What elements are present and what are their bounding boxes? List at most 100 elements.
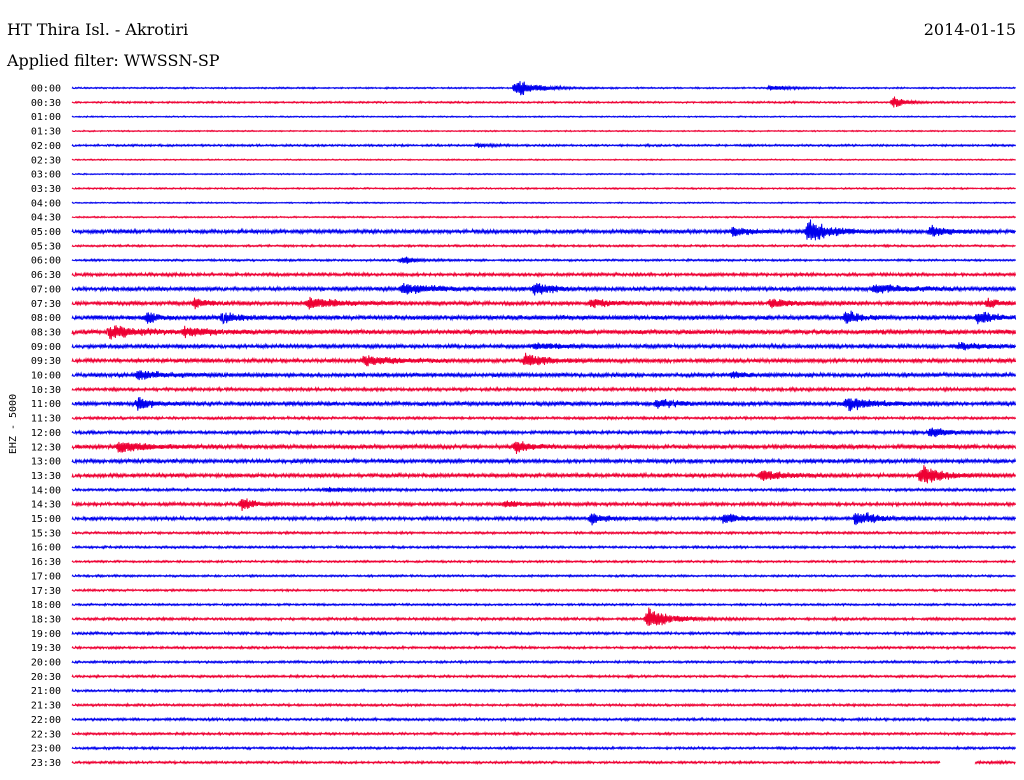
trace-line [71,644,1017,651]
trace-line [71,270,1017,279]
trace-rows: 00:00 00:30 01:00 01:30 02:00 02:30 03:00 03:30… [31,81,1017,769]
time-tick-label: 13:00 [31,457,61,468]
time-tick-label: 07:00 [31,284,61,295]
trace-line [71,688,1017,694]
trace-line [71,370,1017,381]
trace-line [71,283,1017,296]
time-tick-label: 16:30 [31,557,61,568]
time-tick-label: 11:30 [31,414,61,425]
trace-line [71,201,1016,205]
time-tick-label: 06:00 [31,256,61,267]
trace-line [71,559,1016,565]
trace-line [71,243,1016,249]
time-tick-label: 00:30 [31,98,61,109]
time-tick-label: 14:00 [31,485,61,496]
time-tick-label: 01:00 [31,112,61,123]
trace-line [71,115,1017,119]
time-tick-label: 09:30 [31,356,61,367]
time-tick-label: 02:00 [31,141,61,152]
trace-line [71,142,1017,149]
trace-line [71,730,1016,737]
trace-line [71,256,1017,264]
time-tick-label: 21:30 [31,701,61,712]
trace-line [71,296,1017,310]
time-tick-label: 23:00 [31,744,61,755]
time-tick-label: 18:30 [31,614,61,625]
trace-line [71,716,1017,723]
time-tick-label: 12:30 [31,442,61,453]
time-tick-label: 12:00 [31,428,61,439]
trace-line [71,702,1017,708]
time-tick-label: 15:30 [31,528,61,539]
trace-line [71,530,1017,536]
time-tick-label: 15:00 [31,514,61,525]
trace-line [71,607,1017,626]
trace-line [71,659,1017,665]
time-tick-label: 11:00 [31,399,61,410]
trace-line [71,457,1017,466]
time-tick-label: 05:00 [31,227,61,238]
time-tick-label: 01:30 [31,127,61,138]
trace-line [71,186,1016,191]
time-tick-label: 14:30 [31,500,61,511]
time-tick-label: 23:30 [31,758,61,769]
time-tick-label: 04:00 [31,198,61,209]
time-tick-label: 18:00 [31,600,61,611]
time-tick-label: 21:00 [31,686,61,697]
trace-line [71,415,1017,422]
trace-line [71,441,1017,455]
time-tick-label: 19:30 [31,643,61,654]
time-tick-label: 22:30 [31,729,61,740]
trace-line [71,96,1016,108]
trace-line [71,602,1017,608]
trace-line [71,573,1016,579]
time-tick-label: 05:30 [31,241,61,252]
trace-line [71,427,1017,438]
time-tick-label: 04:30 [31,213,61,224]
trace-line [71,219,1017,241]
trace-line [71,172,1016,176]
trace-line [71,498,1017,511]
time-tick-label: 16:00 [31,543,61,554]
time-tick-label: 07:30 [31,299,61,310]
time-tick-label: 10:00 [31,371,61,382]
time-tick-label: 03:30 [31,184,61,195]
time-tick-label: 10:30 [31,385,61,396]
time-tick-label: 00:00 [31,84,61,95]
trace-line [71,352,1017,367]
time-tick-label: 20:30 [31,672,61,683]
time-tick-label: 02:30 [31,155,61,166]
trace-line [71,129,1016,133]
time-tick-label: 17:00 [31,571,61,582]
time-tick-label: 19:00 [31,629,61,640]
time-tick-label: 08:00 [31,313,61,324]
time-tick-label: 09:00 [31,342,61,353]
trace-line [71,512,1017,526]
trace-line [71,544,1017,550]
time-tick-label: 20:00 [31,658,61,669]
channel-label: EHZ - 5000 [8,394,19,454]
trace-line [71,342,1017,351]
trace-line [71,385,1017,393]
time-tick-label: 17:30 [31,586,61,597]
time-tick-label: 13:30 [31,471,61,482]
trace-line [71,486,1017,494]
trace-line [71,587,1016,593]
time-tick-label: 08:30 [31,327,61,338]
station-title: HT Thira Isl. - Akrotiri [7,20,189,39]
trace-line [71,759,1016,766]
trace-line [71,745,1017,751]
trace-line [71,158,1016,162]
trace-line [71,465,1017,484]
trace-line [71,673,1017,680]
filter-label: Applied filter: WWSSN-SP [7,51,220,70]
trace-line [71,81,1016,96]
time-tick-label: 22:00 [31,715,61,726]
trace-line [71,310,1017,325]
trace-line [71,325,1017,340]
trace-line [71,215,1017,220]
time-tick-label: 06:30 [31,270,61,281]
trace-line [71,630,1017,637]
time-tick-label: 03:00 [31,170,61,181]
